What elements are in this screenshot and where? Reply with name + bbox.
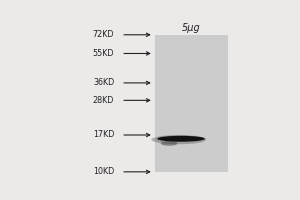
Ellipse shape <box>161 141 178 146</box>
Text: 17KD: 17KD <box>93 130 114 139</box>
Text: 36KD: 36KD <box>93 78 114 87</box>
Ellipse shape <box>157 136 205 142</box>
Text: 72KD: 72KD <box>93 30 114 39</box>
Text: 5μg: 5μg <box>182 23 201 33</box>
Bar <box>155 35 228 172</box>
Ellipse shape <box>151 135 206 144</box>
Text: 55KD: 55KD <box>93 49 114 58</box>
Text: 28KD: 28KD <box>93 96 114 105</box>
Text: 10KD: 10KD <box>93 167 114 176</box>
